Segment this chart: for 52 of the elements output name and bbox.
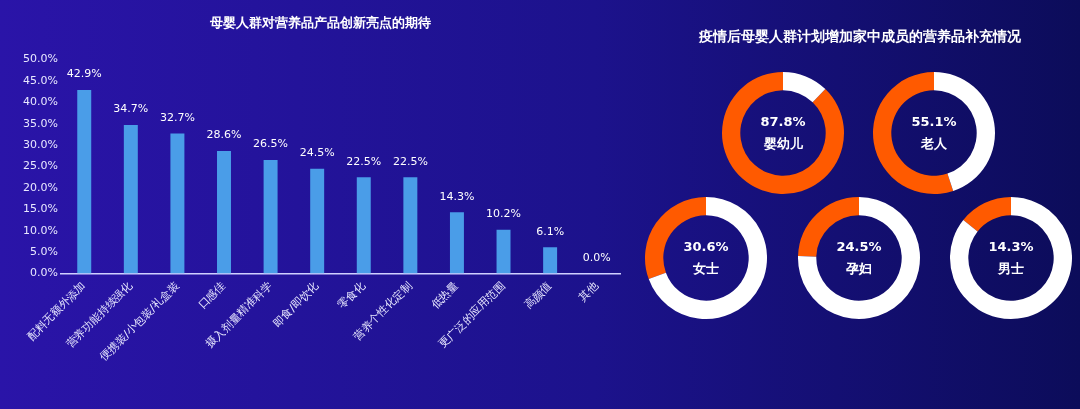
slice-label: 老人 [920, 136, 948, 152]
data-label: 14.3% [439, 189, 475, 203]
slice-label: 女士 [692, 261, 719, 277]
data-label: 26.5% [253, 137, 289, 151]
bar [310, 168, 325, 274]
y-tick-label: 0.0% [29, 266, 58, 280]
data-label: 0.0% [582, 250, 611, 264]
data-label: 6.1% [536, 224, 565, 238]
slice-label: 孕妇 [845, 261, 872, 277]
x-tick-label: 低热量 [428, 279, 462, 312]
x-tick-label: 即食/即饮化 [270, 279, 322, 330]
x-tick-label: 高颜值 [521, 279, 555, 312]
y-tick-label: 45.0% [22, 73, 58, 87]
data-label: 22.5% [346, 154, 382, 168]
data-label: 42.9% [66, 67, 102, 81]
bar [77, 89, 92, 274]
y-tick-label: 10.0% [22, 223, 58, 237]
data-label: 24.5% [299, 146, 335, 160]
bar [543, 247, 558, 274]
data-label: 10.2% [486, 207, 522, 221]
bar [170, 133, 185, 274]
data-label: 30.6% [683, 239, 729, 255]
data-label: 34.7% [113, 102, 149, 116]
data-label: 87.8% [760, 114, 806, 130]
y-tick-label: 5.0% [29, 244, 58, 258]
bar [263, 160, 278, 274]
y-tick-label: 15.0% [22, 202, 58, 216]
y-tick-label: 40.0% [22, 95, 58, 109]
bar [123, 125, 138, 274]
slice-label: 婴幼儿 [762, 136, 804, 152]
data-label: 32.7% [159, 110, 195, 124]
bar [217, 151, 231, 274]
x-tick-label: 零食化 [335, 279, 368, 312]
y-tick-label: 30.0% [22, 137, 58, 151]
bar [496, 229, 511, 274]
x-tick-label: 其他 [576, 279, 601, 304]
y-tick-label: 50.0% [22, 52, 58, 66]
data-label: 14.3% [988, 239, 1034, 255]
y-tick-label: 35.0% [22, 116, 58, 130]
x-tick-label: 口感佳 [195, 279, 229, 312]
data-label: 22.5% [392, 154, 428, 168]
chart-title: 疫情后母婴人群计划增加家中成员的营养品补充情况 [698, 28, 1022, 46]
data-label: 24.5% [836, 239, 882, 255]
y-tick-label: 25.0% [22, 159, 58, 173]
data-label: 55.1% [911, 114, 957, 130]
data-label: 28.6% [206, 128, 242, 142]
bar [449, 212, 464, 274]
y-tick-label: 20.0% [22, 180, 58, 194]
slice-label: 男士 [997, 261, 1024, 277]
bar [403, 177, 418, 274]
chart-title: 母婴人群对营养品产品创新亮点的期待 [208, 15, 431, 31]
bar [356, 177, 371, 274]
